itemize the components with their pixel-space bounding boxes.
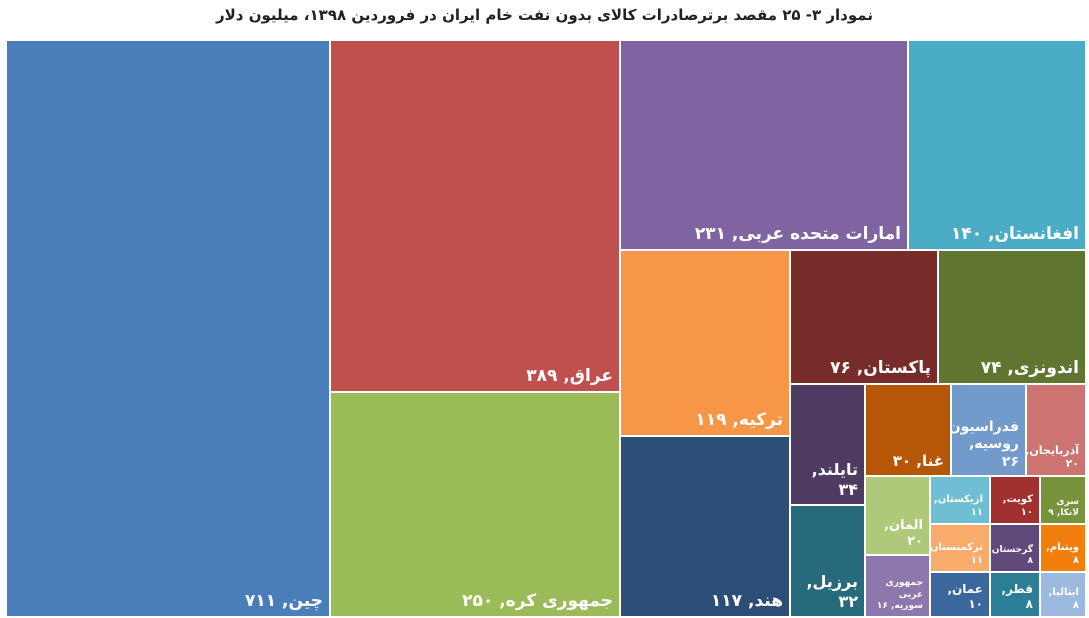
cell-label: عمان, ۱۰ xyxy=(947,582,983,611)
treemap-cell: ترکیه, ۱۱۹ xyxy=(620,250,790,436)
cell-label: ویتنام, ۸ xyxy=(1045,542,1079,566)
treemap-cell: ویتنام, ۸ xyxy=(1040,524,1086,572)
treemap-cell: چین, ۷۱۱ xyxy=(6,40,330,617)
treemap-cell: سری لانکا, ۹ xyxy=(1040,476,1086,524)
cell-label: آذربایجان, ۲۰ xyxy=(1026,443,1079,471)
treemap-cell: قطر, ۸ xyxy=(990,572,1040,617)
cell-label: افغانستان, ۱۴۰ xyxy=(951,223,1079,244)
treemap-cell: جمهوری کره, ۲۵۰ xyxy=(330,392,620,617)
treemap-cell: آذربایجان, ۲۰ xyxy=(1026,384,1086,476)
chart-title: نمودار ۳- ۲۵ مقصد برترصادرات کالای بدون … xyxy=(216,6,873,24)
cell-label: امارات متحده عربی, ۲۳۱ xyxy=(694,223,901,244)
treemap-cell: فدراسیون روسیه, ۲۶ xyxy=(951,384,1026,476)
cell-label: عراق, ۳۸۹ xyxy=(526,365,613,386)
treemap-cell: افغانستان, ۱۴۰ xyxy=(908,40,1086,250)
cell-label: اندونزی, ۷۴ xyxy=(980,357,1079,378)
treemap-cell: عمان, ۱۰ xyxy=(930,572,990,617)
cell-label: غنا, ۳۰ xyxy=(892,452,944,471)
treemap-cell: ازبکستان, ۱۱ xyxy=(930,476,990,524)
cell-label: تایلند, ۳۴ xyxy=(811,460,858,499)
cell-label: ازبکستان, ۱۱ xyxy=(933,494,983,518)
treemap-cell: امارات متحده عربی, ۲۳۱ xyxy=(620,40,908,250)
cell-label: جمهوری کره, ۲۵۰ xyxy=(462,590,613,611)
cell-label: ترکیه, ۱۱۹ xyxy=(695,409,783,430)
cell-label: سری لانکا, ۹ xyxy=(1048,496,1079,518)
treemap-cell: گرجستان, ۸ xyxy=(990,524,1040,572)
treemap-cell: برزیل, ۳۲ xyxy=(790,505,865,617)
treemap-cell: المان, ۲۰ xyxy=(865,476,930,555)
treemap-cell: اندونزی, ۷۴ xyxy=(938,250,1086,384)
cell-label: المان, ۲۰ xyxy=(884,517,923,549)
treemap-cell: ایتالیا, ۸ xyxy=(1040,572,1086,617)
cell-label: هند, ۱۱۷ xyxy=(710,590,783,611)
cell-label: چین, ۷۱۱ xyxy=(244,590,323,611)
treemap-cell: جمهوری عربی سوریه, ۱۶ xyxy=(865,555,930,617)
treemap-cell: پاکستان, ۷۶ xyxy=(790,250,938,384)
cell-label: کویت, ۱۰ xyxy=(1002,494,1033,518)
cell-label: فدراسیون روسیه, ۲۶ xyxy=(951,418,1019,470)
treemap-cell: تایلند, ۳۴ xyxy=(790,384,865,505)
cell-label: قطر, ۸ xyxy=(1001,582,1033,611)
cell-label: جمهوری عربی سوریه, ۱۶ xyxy=(876,578,923,611)
treemap-cell: ترکمنستان, ۱۱ xyxy=(930,524,990,572)
cell-label: پاکستان, ۷۶ xyxy=(830,357,931,378)
treemap-cell: غنا, ۳۰ xyxy=(865,384,951,476)
cell-label: ایتالیا, ۸ xyxy=(1048,587,1079,611)
treemap-cell: عراق, ۳۸۹ xyxy=(330,40,620,392)
cell-label: ترکمنستان, ۱۱ xyxy=(930,542,983,566)
cell-label: گرجستان, ۸ xyxy=(990,544,1033,566)
treemap-cell: هند, ۱۱۷ xyxy=(620,436,790,617)
cell-label: برزیل, ۳۲ xyxy=(806,572,858,611)
treemap-cell: کویت, ۱۰ xyxy=(990,476,1040,524)
